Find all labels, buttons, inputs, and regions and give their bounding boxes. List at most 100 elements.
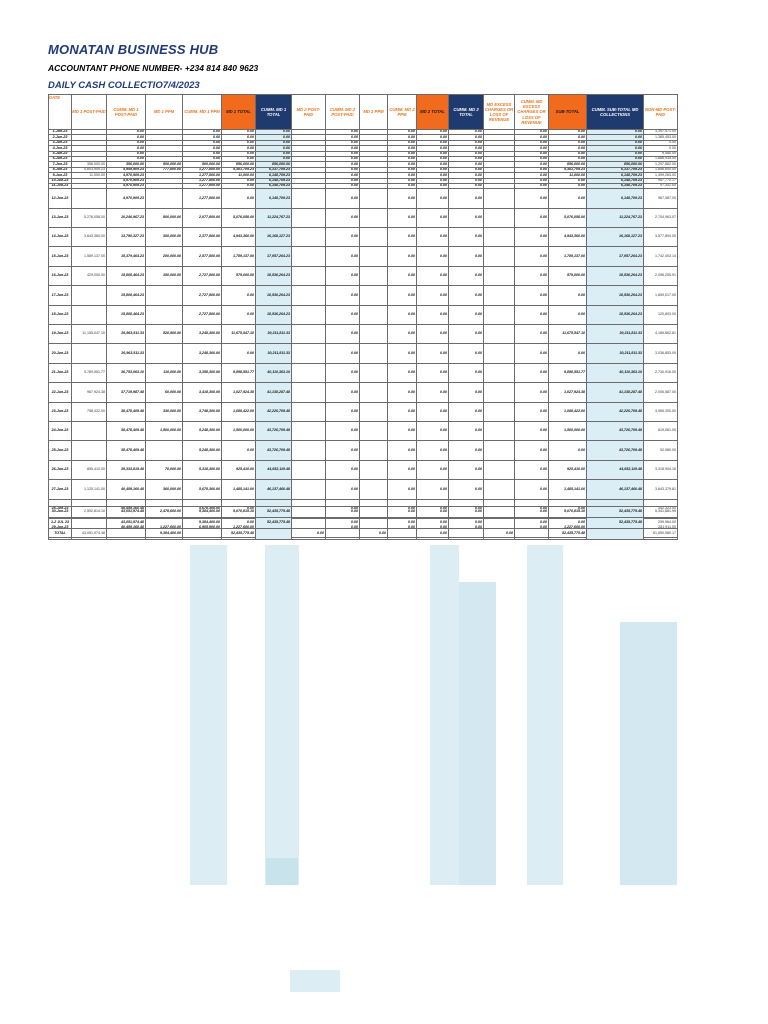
value-cell: 2,730,916.00 — [643, 362, 678, 384]
value-cell: 9,384,400.00 — [182, 517, 222, 529]
value-cell: 0.00 — [416, 506, 449, 518]
value-cell — [291, 324, 326, 345]
date-cell: 22-Jun-23 — [48, 382, 72, 403]
value-cell: 0.00 — [325, 362, 360, 384]
date-cell: 18-Jun-23 — [48, 304, 72, 326]
value-cell: 0.00 — [221, 343, 256, 364]
value-cell: 0.00 — [387, 459, 417, 481]
value-cell — [71, 188, 107, 209]
column-shading — [527, 545, 563, 885]
value-cell: 0.00 — [514, 459, 549, 481]
value-cell: 3,748,300.00 — [182, 401, 222, 422]
value-cell: 18,536,264.23 — [255, 265, 292, 287]
value-cell: 1,088,422.00 — [548, 401, 587, 422]
table-row: 8-Jun-23 4,603,909.23 4,959,909.23 777,800.… — [48, 166, 678, 174]
value-cell: 0.00 — [291, 528, 326, 540]
table-row: 13-Jun-23 5,276,058.00 10,246,967.23 800,00… — [48, 207, 678, 229]
value-cell: 0.00 — [221, 517, 256, 529]
value-cell: 43,051,974.48 — [106, 517, 146, 529]
column-header: SUB-TOTAL — [548, 94, 587, 130]
value-cell — [71, 343, 107, 364]
table-row: 30-Jun-23 2,592,814.10 43,051,974.48 2,478,… — [48, 506, 678, 518]
date-cell: 19-Jun-23 — [48, 324, 72, 345]
value-cell: 0.00 — [325, 440, 360, 461]
value-cell — [359, 343, 388, 364]
value-cell — [291, 304, 326, 326]
value-cell: 38,478,409.48 — [106, 420, 146, 442]
value-cell: 1,659,017.00 — [643, 285, 678, 306]
value-cell: 3,358,300.00 — [182, 362, 222, 384]
value-cell: 0.00 — [325, 285, 360, 306]
value-cell: 1,125,141.00 — [71, 479, 107, 500]
value-cell — [359, 246, 388, 267]
value-cell: 967,924.38 — [71, 382, 107, 403]
value-cell: 43,726,709.48 — [255, 420, 292, 442]
table-row: 21-Jun-23 9,789,551.77 36,753,063.10 110,00… — [48, 362, 678, 384]
value-cell — [359, 517, 388, 529]
value-cell: 92,980.00 — [643, 440, 678, 461]
value-cell: 925,410.00 — [221, 459, 256, 481]
value-cell: 11,224,767.23 — [255, 207, 292, 229]
value-cell — [291, 506, 326, 518]
value-cell — [359, 506, 388, 518]
period-end-table: 30-Jun-23 2,592,814.10 43,051,974.48 2,478,… — [48, 506, 678, 540]
value-cell: 11,675,547.10 — [221, 324, 256, 345]
value-cell: 0.00 — [514, 362, 549, 384]
column-header: MD 1 POST-PAID — [71, 94, 107, 130]
value-cell — [106, 528, 146, 540]
value-cell: 1,789,137.00 — [221, 246, 256, 267]
value-cell — [359, 285, 388, 306]
value-cell: 5,070,815.10 — [548, 506, 587, 518]
value-cell: 0.00 — [548, 517, 587, 529]
value-cell: 0.00 — [548, 285, 587, 306]
value-cell: 0.00 — [448, 517, 484, 529]
value-cell: 3,965,300.00 — [643, 401, 678, 422]
value-cell: 0.00 — [359, 528, 388, 540]
value-cell: 2,577,800.00 — [182, 246, 222, 267]
value-cell: 5,248,300.00 — [182, 420, 222, 442]
column-shading — [265, 545, 299, 885]
value-cell: 0.00 — [325, 265, 360, 287]
value-cell: 40,459,160.48 — [106, 479, 146, 500]
value-cell — [483, 343, 515, 364]
value-cell: 0.00 — [325, 420, 360, 442]
value-cell: 16,168,127.23 — [586, 227, 644, 248]
value-cell: 43,726,709.48 — [586, 440, 644, 461]
value-cell: 0.00 — [221, 304, 256, 326]
column-header: CUMM. SUB-TOTAL MD COLLECTIONS — [586, 94, 644, 130]
value-cell: 0.00 — [325, 227, 360, 248]
value-cell: 0.00 — [325, 401, 360, 422]
value-cell: 60,000.00 — [145, 382, 183, 403]
value-cell — [483, 479, 515, 500]
value-cell: 0.00 — [514, 343, 549, 364]
value-cell — [483, 517, 515, 529]
table-row: 10-Jun-23 4,970,909.23 1,277,800.00 0.00 6,1… — [48, 177, 678, 184]
value-cell: 38,478,409.48 — [106, 440, 146, 461]
value-cell — [448, 528, 484, 540]
value-cell — [483, 265, 515, 287]
value-cell: 0.00 — [221, 440, 256, 461]
value-cell: 3,248,300.00 — [182, 343, 222, 364]
value-cell: 6,148,709.23 — [586, 188, 644, 209]
value-cell — [255, 528, 292, 540]
value-cell: 0.00 — [448, 401, 484, 422]
value-cell: 0.00 — [416, 459, 449, 481]
value-cell — [483, 401, 515, 422]
value-cell — [483, 304, 515, 326]
column-shading — [430, 545, 459, 885]
value-cell: 0.00 — [387, 304, 417, 326]
value-cell: 0.00 — [448, 304, 484, 326]
value-cell: 0.00 — [514, 382, 549, 403]
value-cell: 0.00 — [448, 506, 484, 518]
value-cell: 15,808,464.23 — [106, 285, 146, 306]
table-row: 27-Jun-23 1,125,141.00 40,459,160.48 360,00… — [48, 479, 678, 500]
value-cell — [359, 479, 388, 500]
date-cell: TOTAL — [48, 528, 72, 540]
value-cell: 37,719,987.48 — [106, 382, 146, 403]
value-cell: 0.00 — [416, 479, 449, 500]
value-cell: 967,387.00 — [643, 188, 678, 209]
value-cell: 70,000.00 — [145, 459, 183, 481]
value-cell: 41,138,287.48 — [255, 382, 292, 403]
value-cell: 0.00 — [448, 246, 484, 267]
value-cell — [291, 285, 326, 306]
